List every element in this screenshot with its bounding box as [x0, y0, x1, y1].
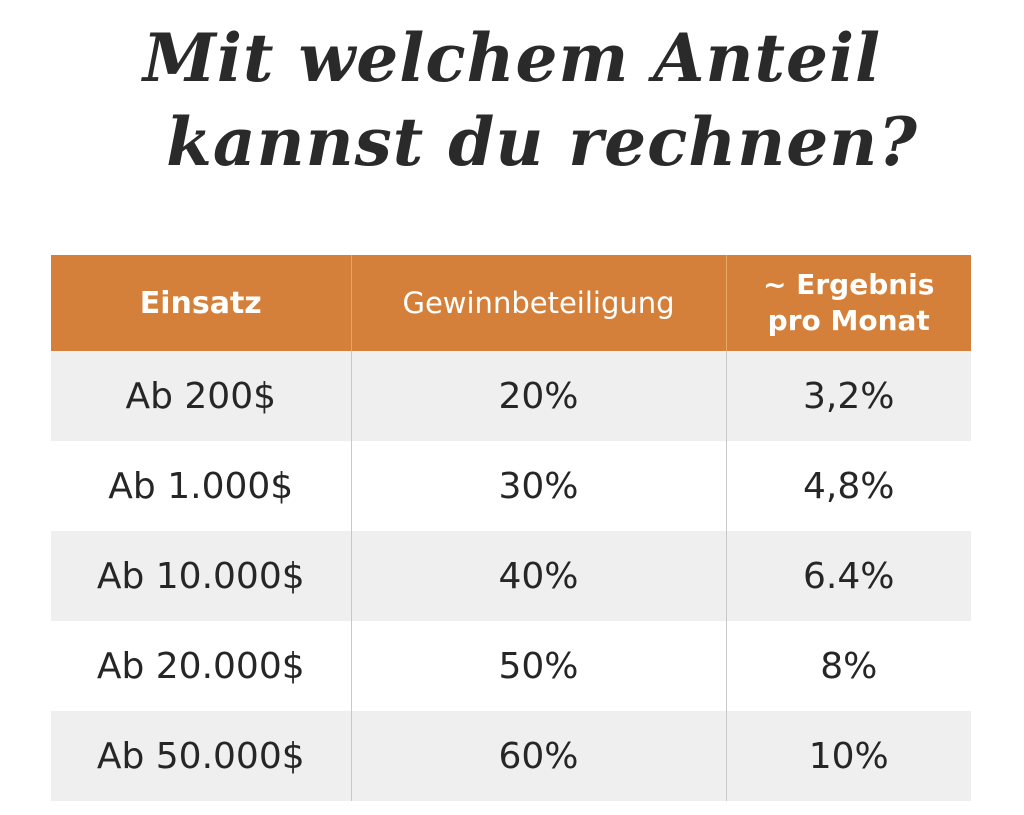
column-header-ergebnis-line-2: pro Monat: [767, 304, 930, 337]
table-row: Ab 20.000$ 50% 8%: [51, 621, 971, 711]
column-header-gewinnbeteiligung: Gewinnbeteiligung: [351, 255, 727, 351]
cell-gewinnbeteiligung: 30%: [351, 441, 727, 531]
column-header-ergebnis: ~ Ergebnis pro Monat: [726, 255, 971, 351]
cell-einsatz: Ab 50.000$: [51, 711, 352, 801]
cell-ergebnis: 10%: [726, 711, 971, 801]
table-header-row: Einsatz Gewinnbeteiligung ~ Ergebnis pro…: [51, 255, 971, 351]
page-title: Mit welchem Anteil kannst du rechnen?: [0, 16, 1024, 184]
cell-einsatz: Ab 200$: [51, 351, 352, 441]
cell-ergebnis: 6.4%: [726, 531, 971, 621]
cell-gewinnbeteiligung: 50%: [351, 621, 727, 711]
cell-ergebnis: 8%: [726, 621, 971, 711]
cell-einsatz: Ab 20.000$: [51, 621, 352, 711]
column-header-ergebnis-line-1: ~ Ergebnis: [763, 268, 935, 301]
table-body: Ab 200$ 20% 3,2% Ab 1.000$ 30% 4,8% Ab 1…: [51, 351, 971, 801]
cell-gewinnbeteiligung: 40%: [351, 531, 727, 621]
cell-ergebnis: 3,2%: [726, 351, 971, 441]
page-title-line-2: kannst du rechnen?: [166, 103, 918, 181]
page-title-line-1: Mit welchem Anteil: [142, 19, 882, 97]
table-row: Ab 50.000$ 60% 10%: [51, 711, 971, 801]
cell-einsatz: Ab 10.000$: [51, 531, 352, 621]
cell-ergebnis: 4,8%: [726, 441, 971, 531]
table-row: Ab 200$ 20% 3,2%: [51, 351, 971, 441]
table-header: Einsatz Gewinnbeteiligung ~ Ergebnis pro…: [51, 255, 971, 351]
table-row: Ab 10.000$ 40% 6.4%: [51, 531, 971, 621]
cell-gewinnbeteiligung: 60%: [351, 711, 727, 801]
profit-share-table-grid: Einsatz Gewinnbeteiligung ~ Ergebnis pro…: [51, 255, 971, 801]
profit-share-table: Einsatz Gewinnbeteiligung ~ Ergebnis pro…: [51, 255, 971, 801]
column-header-einsatz: Einsatz: [51, 255, 352, 351]
cell-gewinnbeteiligung: 20%: [351, 351, 727, 441]
table-row: Ab 1.000$ 30% 4,8%: [51, 441, 971, 531]
cell-einsatz: Ab 1.000$: [51, 441, 352, 531]
